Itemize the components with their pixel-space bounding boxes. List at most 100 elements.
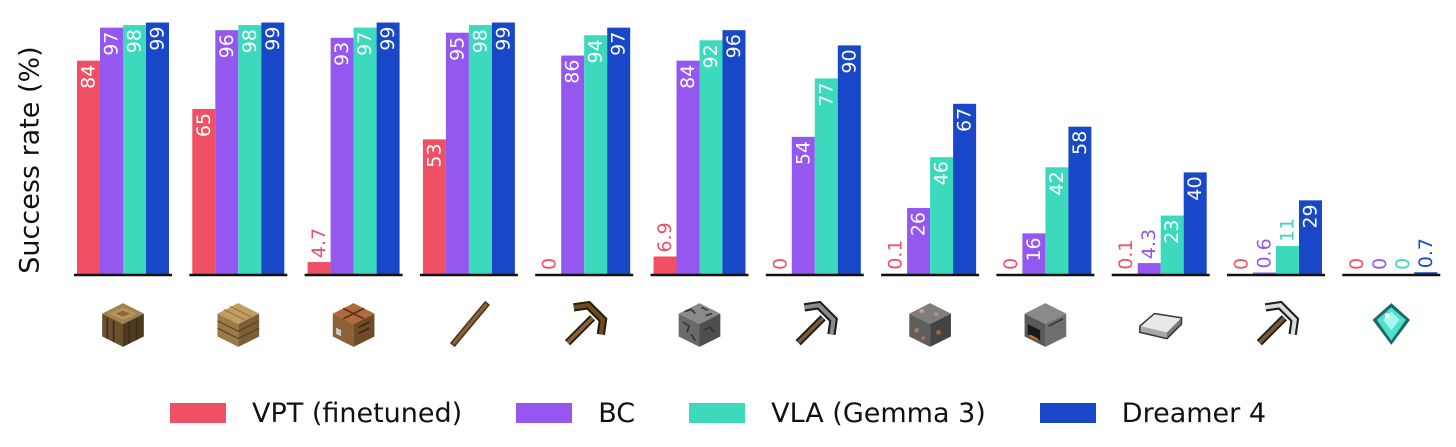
bar-cobblestone-series-2 (699, 40, 723, 274)
bar-planks-series-0 (192, 108, 216, 275)
bar-iron-ingot-series-1 (1137, 263, 1161, 274)
bar-stone-pickaxe-series-3 (837, 45, 861, 275)
bar-furnace-series-1 (1022, 233, 1046, 274)
bar-iron-pickaxe-series-1 (1253, 272, 1276, 274)
crafting-table-icon (331, 302, 376, 348)
data-label-crafting-table-series-0: 4.7 (308, 228, 330, 258)
data-label-iron-ingot-series-0: 0.1 (1115, 240, 1137, 270)
bar-cobblestone-series-3 (722, 30, 746, 274)
bar-planks-series-1 (215, 30, 239, 274)
data-label-diamond-series-3: 0.7 (1415, 238, 1437, 268)
bar-log-series-3 (146, 22, 169, 274)
legend-swatch-vla (689, 403, 746, 423)
data-label-cobblestone-series-3: 96 (723, 34, 745, 58)
bar-iron-pickaxe-series-3 (1299, 200, 1322, 274)
data-label-iron-ore-series-3: 67 (954, 108, 976, 132)
bar-log-series-1 (100, 27, 123, 275)
data-label-crafting-table-series-2: 97 (354, 32, 376, 56)
stone-pickaxe-icon (798, 305, 833, 343)
bar-iron-ingot-series-3 (1183, 172, 1207, 274)
legend-item-dreamer: Dreamer 4 (1039, 397, 1267, 429)
bar-cobblestone-series-0 (653, 256, 677, 274)
bar-cobblestone-series-1 (676, 60, 700, 274)
bar-log-series-2 (123, 25, 146, 274)
data-label-iron-ingot-series-2: 23 (1161, 220, 1183, 244)
data-label-planks-series-1: 96 (216, 34, 238, 58)
data-label-cobblestone-series-1: 84 (677, 65, 699, 89)
bar-iron-ingot-series-2 (1160, 215, 1184, 274)
cobblestone-icon (677, 302, 722, 348)
bar-stick-series-0 (422, 139, 446, 274)
data-label-iron-pickaxe-series-3: 29 (1300, 204, 1322, 228)
data-label-iron-ore-series-1: 26 (908, 212, 930, 236)
data-label-log-series-2: 98 (124, 29, 146, 53)
data-label-stone-pickaxe-series-2: 77 (815, 82, 837, 106)
data-label-crafting-table-series-3: 99 (377, 27, 399, 51)
data-label-wooden-pickaxe-series-0: 0 (539, 258, 561, 270)
bar-planks-series-3 (261, 22, 285, 274)
data-label-wooden-pickaxe-series-3: 97 (608, 32, 630, 56)
data-label-stone-pickaxe-series-0: 0 (769, 258, 791, 270)
stick-icon (454, 305, 485, 343)
bar-wooden-pickaxe-series-3 (607, 27, 631, 275)
legend-item-vpt: VPT (finetuned) (170, 398, 462, 429)
bar-log-series-0 (77, 60, 100, 274)
data-label-furnace-series-0: 0 (1000, 258, 1022, 270)
legend-swatch-vpt (170, 403, 226, 423)
data-label-stick-series-1: 95 (446, 37, 468, 61)
bar-iron-pickaxe-series-2 (1276, 246, 1299, 274)
data-label-crafting-table-series-1: 93 (331, 42, 353, 66)
bar-iron-ore-series-2 (930, 157, 954, 274)
bar-diamond-series-3 (1414, 272, 1438, 274)
legend-item-vla: VLA (Gemma 3) (689, 398, 986, 429)
data-label-stick-series-2: 98 (469, 29, 491, 53)
data-label-iron-pickaxe-series-0: 0 (1231, 258, 1253, 270)
data-label-log-series-0: 84 (78, 65, 100, 89)
data-label-planks-series-3: 99 (262, 27, 284, 51)
bar-furnace-series-3 (1068, 126, 1092, 275)
furnace-icon (1023, 302, 1068, 348)
bar-iron-ore-series-3 (953, 103, 977, 274)
data-label-stick-series-0: 53 (423, 143, 445, 167)
legend-label-bc: BC (598, 397, 636, 429)
iron-ore-icon (909, 303, 951, 347)
legend-swatch-dreamer (1039, 403, 1096, 423)
data-label-stone-pickaxe-series-3: 90 (838, 49, 860, 73)
diamond-icon (1372, 303, 1411, 345)
bars-layer (77, 22, 1438, 275)
bar-crafting-table-series-0 (307, 262, 331, 274)
data-label-planks-series-0: 65 (193, 113, 215, 137)
data-label-diamond-series-2: 0 (1392, 258, 1414, 270)
data-label-furnace-series-2: 42 (1046, 171, 1068, 195)
category-icons-layer (101, 302, 1411, 348)
data-label-furnace-series-3: 58 (1069, 131, 1091, 155)
legend-label-dreamer: Dreamer 4 (1121, 397, 1267, 429)
data-label-log-series-3: 99 (147, 27, 169, 51)
y-axis-label-text: Success rate (%) (15, 46, 46, 273)
data-label-stone-pickaxe-series-1: 54 (792, 141, 814, 165)
data-label-wooden-pickaxe-series-1: 86 (562, 60, 584, 84)
data-label-iron-ore-series-2: 46 (931, 161, 953, 185)
data-label-cobblestone-series-2: 92 (700, 44, 722, 68)
bar-stick-series-1 (445, 32, 469, 275)
data-label-planks-series-2: 98 (239, 29, 261, 53)
bar-stone-pickaxe-series-2 (814, 78, 838, 274)
legend-item-bc: BC (516, 398, 635, 429)
bar-wooden-pickaxe-series-1 (561, 55, 585, 275)
data-label-iron-ingot-series-1: 4.3 (1138, 229, 1160, 259)
bar-iron-ore-series-1 (907, 207, 931, 274)
bar-stick-series-2 (468, 25, 492, 274)
iron-pickaxe-icon (1259, 305, 1294, 343)
y-axis-label: Success rate (%) (15, 46, 46, 273)
bar-wooden-pickaxe-series-2 (584, 35, 608, 274)
iron-ingot-icon (1139, 312, 1183, 340)
data-label-log-series-1: 97 (101, 32, 123, 56)
bar-furnace-series-2 (1045, 167, 1069, 274)
log-icon (101, 302, 145, 348)
data-label-diamond-series-0: 0 (1346, 258, 1368, 270)
bar-crafting-table-series-3 (376, 22, 400, 274)
legend-label-vla: VLA (Gemma 3) (771, 397, 986, 429)
data-label-wooden-pickaxe-series-2: 94 (585, 39, 607, 63)
